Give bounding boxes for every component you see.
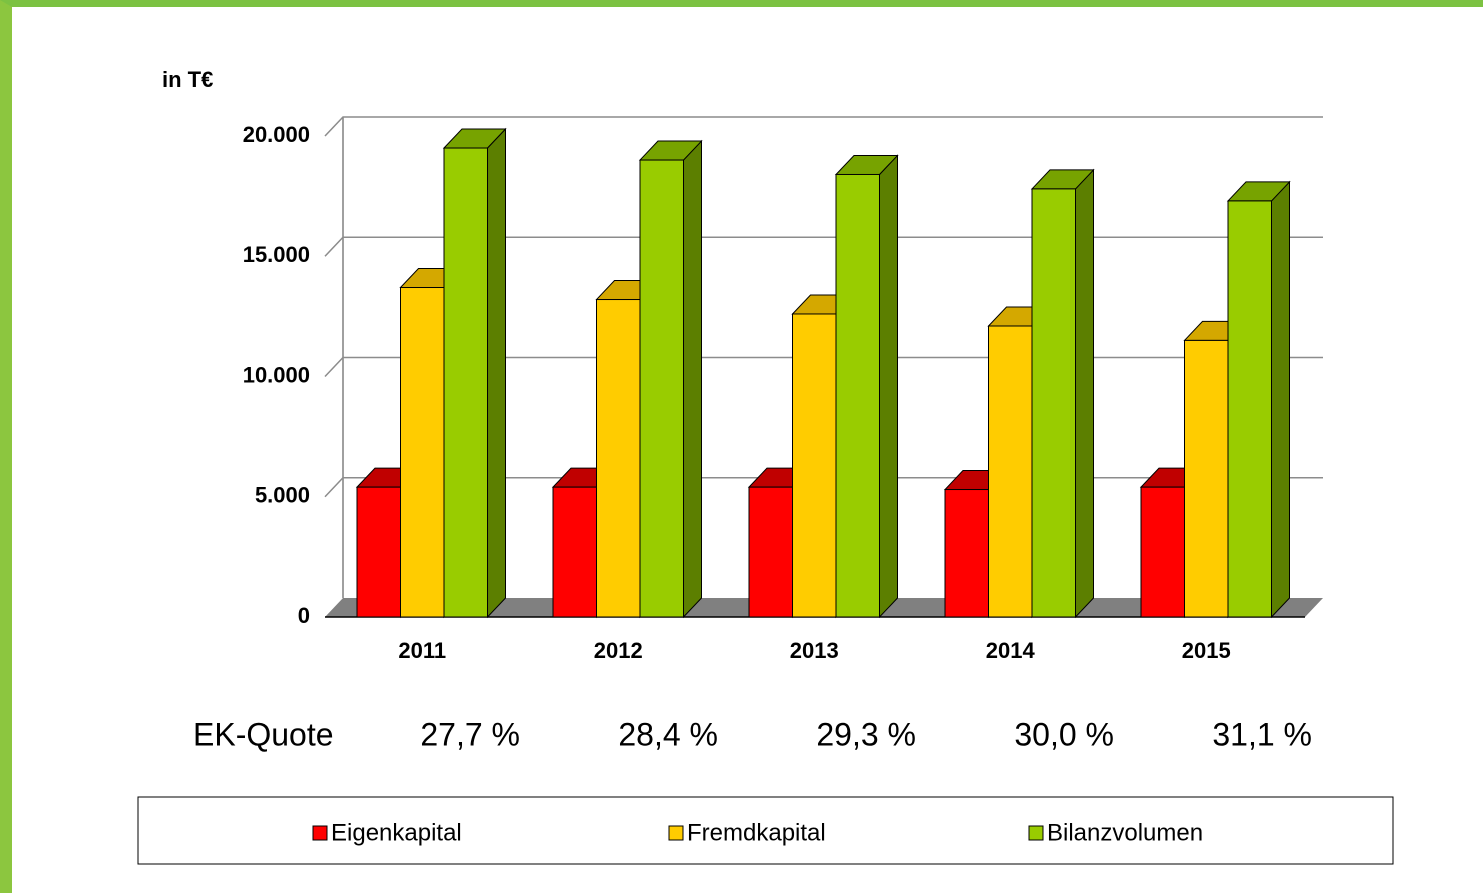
x-tick-label: 2014 [986,638,1036,663]
bar [1227,200,1272,618]
bar [835,173,880,618]
bar-side [1271,180,1290,619]
y-tick-label: 0 [298,603,310,628]
bar-side [487,127,506,619]
legend-swatch [668,825,684,841]
bar [988,325,1033,618]
bar [748,486,793,618]
y-tick-label: 10.000 [243,362,310,387]
legend-label: Fremdkapital [687,819,826,846]
x-tick-label: 2012 [594,638,643,663]
bar [552,486,597,618]
quote-value: 30,0 % [1014,716,1114,752]
bar [639,159,684,618]
quote-value: 27,7 % [420,716,520,752]
grid-line [324,116,1323,137]
x-tick-label: 2013 [790,638,839,663]
y-tick-label: 20.000 [243,122,310,147]
bar [944,489,989,618]
bar-side [683,139,702,619]
grid-line [324,236,1323,257]
bar [356,486,401,618]
bar [443,147,488,618]
bar-side [1075,168,1094,619]
y-tick-label: 15.000 [243,242,310,267]
bar [596,299,641,618]
quote-value: 31,1 % [1212,716,1312,752]
quote-label: EK-Quote [193,716,334,752]
legend-label: Eigenkapital [331,819,462,846]
bar-side [879,154,898,619]
legend-swatch [1028,825,1044,841]
legend-box [137,796,1394,865]
legend-swatch [312,825,328,841]
y-axis-label: in T€ [162,67,213,92]
bar [1184,339,1229,618]
quote-value: 29,3 % [816,716,916,752]
quote-value: 28,4 % [618,716,718,752]
bar [400,287,445,618]
bar [1031,188,1076,618]
x-tick-label: 2011 [398,638,446,663]
legend-label: Bilanzvolumen [1047,819,1203,846]
bar [792,313,837,618]
x-tick-label: 2015 [1182,638,1231,663]
bar [1140,486,1185,618]
y-tick-label: 5.000 [255,483,310,508]
